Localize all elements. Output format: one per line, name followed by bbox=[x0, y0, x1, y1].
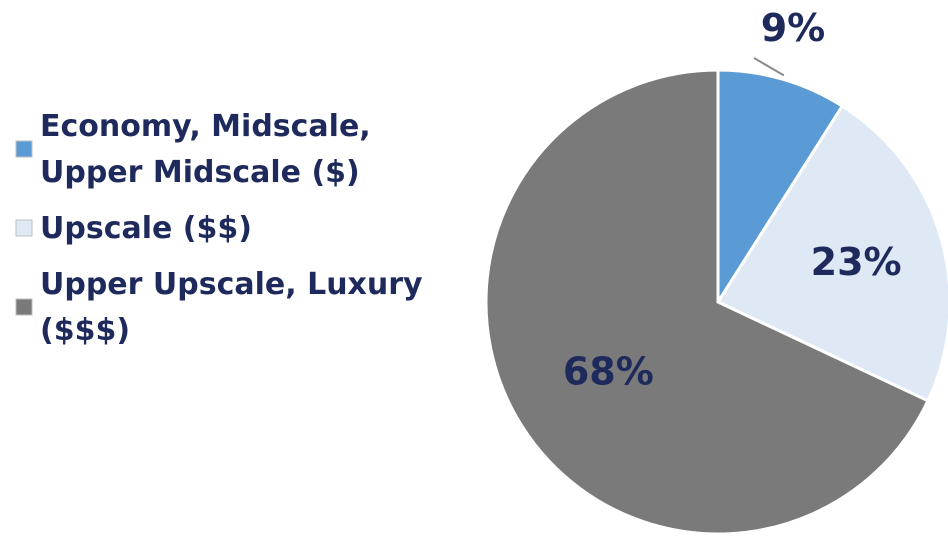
pie-slice-upscale bbox=[715, 104, 948, 403]
data-label-economy-midscale: 9% bbox=[761, 6, 826, 50]
pie-slice-economy-midscale bbox=[716, 68, 845, 308]
legend-label-economy-midscale-line-1: Economy, Midscale, bbox=[40, 109, 371, 144]
leader-line-economy-midscale bbox=[753, 57, 785, 77]
data-labels: 9% 23% 68% bbox=[563, 6, 902, 394]
pie-slice-upper-upscale-luxury bbox=[484, 68, 930, 536]
leader-lines bbox=[753, 57, 785, 77]
legend-swatch-upscale bbox=[15, 219, 33, 237]
legend-swatch-economy-midscale bbox=[15, 140, 33, 158]
chart-legend: Economy, Midscale, Upper Midscale ($) Upsc… bbox=[15, 109, 423, 348]
legend-label-upper-upscale-luxury-line-1: Upper Upscale, Luxury bbox=[40, 267, 423, 302]
legend-swatch-upper-upscale-luxury bbox=[15, 298, 33, 316]
pie-slices bbox=[484, 68, 948, 536]
data-label-upscale: 23% bbox=[811, 240, 902, 284]
legend-label-upscale-line-1: Upscale ($$) bbox=[40, 211, 252, 246]
legend-label-economy-midscale-line-2: Upper Midscale ($) bbox=[40, 155, 360, 190]
data-label-upper-upscale-luxury: 68% bbox=[563, 350, 654, 394]
legend-label-upper-upscale-luxury-line-2: ($$$) bbox=[40, 313, 130, 348]
